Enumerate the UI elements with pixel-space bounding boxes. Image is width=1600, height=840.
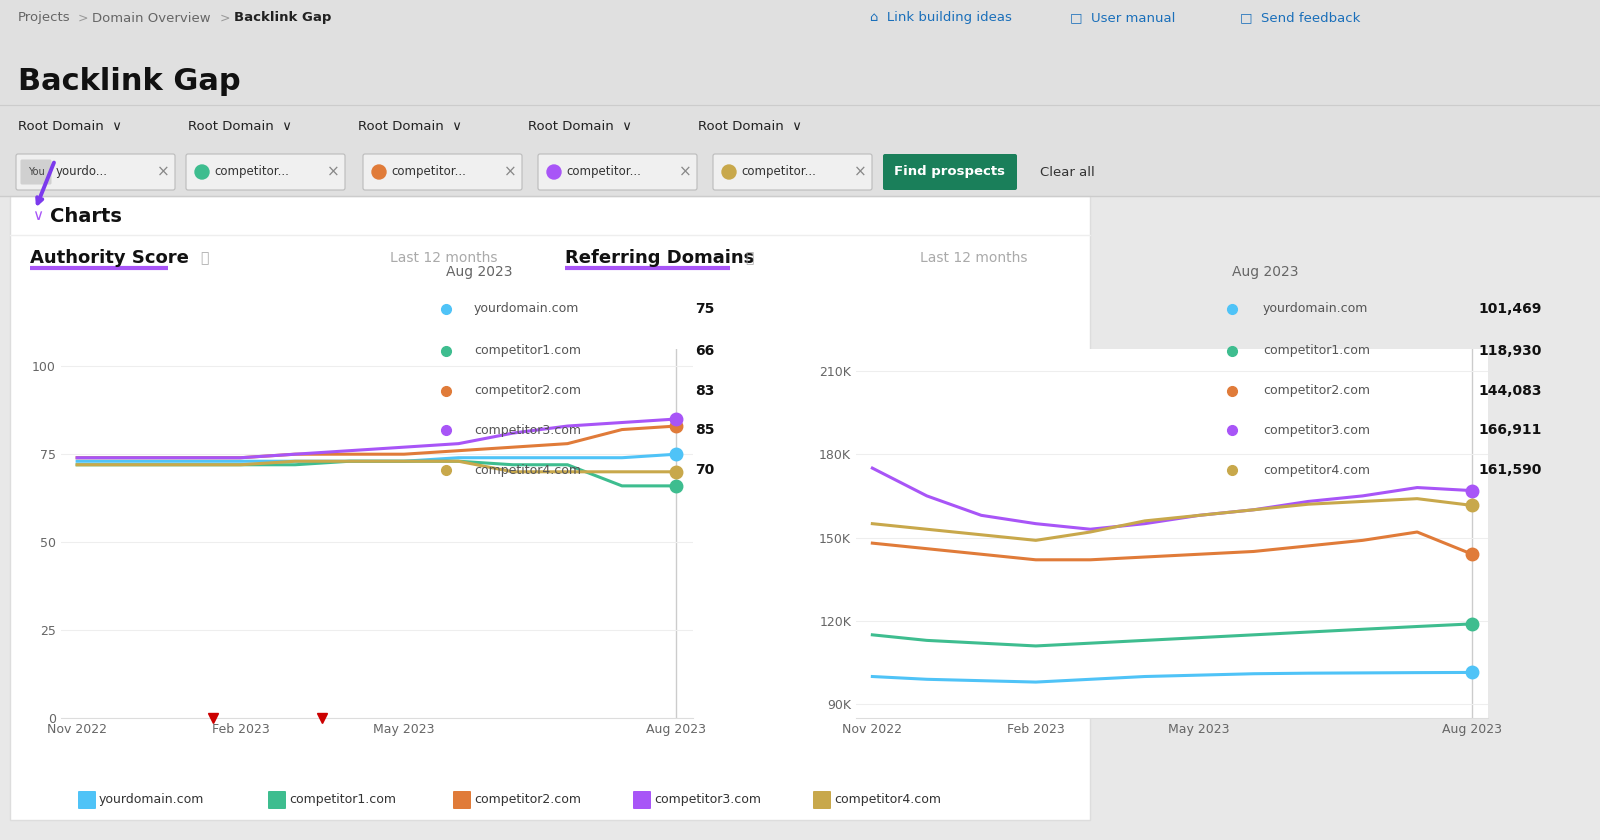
Text: competitor...: competitor... bbox=[566, 165, 642, 178]
Circle shape bbox=[195, 165, 210, 179]
Text: Root Domain  ∨: Root Domain ∨ bbox=[18, 120, 122, 134]
Text: You: You bbox=[27, 167, 45, 177]
Text: yourdomain.com: yourdomain.com bbox=[474, 302, 579, 315]
Text: ×: × bbox=[326, 165, 339, 180]
Text: 161,590: 161,590 bbox=[1478, 463, 1542, 477]
Text: Last 12 months: Last 12 months bbox=[390, 251, 498, 265]
Bar bbox=[0, 0, 1600, 57]
Text: competitor3.com: competitor3.com bbox=[1262, 424, 1370, 437]
Text: competitor4.com: competitor4.com bbox=[474, 464, 581, 476]
Text: Aug 2023: Aug 2023 bbox=[1232, 265, 1299, 279]
Text: competitor4.com: competitor4.com bbox=[834, 794, 941, 806]
Text: competitor1.com: competitor1.com bbox=[1262, 344, 1370, 358]
Circle shape bbox=[371, 165, 386, 179]
Circle shape bbox=[547, 165, 562, 179]
Text: competitor3.com: competitor3.com bbox=[474, 424, 581, 437]
FancyBboxPatch shape bbox=[813, 791, 830, 809]
FancyBboxPatch shape bbox=[883, 154, 1018, 190]
Text: 166,911: 166,911 bbox=[1478, 423, 1542, 438]
Text: competitor2.com: competitor2.com bbox=[474, 384, 581, 397]
Text: Backlink Gap: Backlink Gap bbox=[18, 67, 240, 97]
Text: >: > bbox=[221, 12, 230, 24]
Text: yourdomain.com: yourdomain.com bbox=[99, 794, 205, 806]
Text: competitor3.com: competitor3.com bbox=[654, 794, 762, 806]
FancyBboxPatch shape bbox=[16, 154, 174, 190]
Text: >: > bbox=[78, 12, 88, 24]
FancyBboxPatch shape bbox=[269, 791, 286, 809]
Text: competitor...: competitor... bbox=[741, 165, 816, 178]
Text: 75: 75 bbox=[694, 302, 714, 316]
FancyBboxPatch shape bbox=[453, 791, 470, 809]
Bar bbox=[10, 196, 1090, 820]
Text: Charts: Charts bbox=[50, 207, 122, 225]
FancyBboxPatch shape bbox=[634, 791, 651, 809]
Text: Root Domain  ∨: Root Domain ∨ bbox=[189, 120, 291, 134]
Bar bbox=[0, 105, 1600, 148]
Text: □  Send feedback: □ Send feedback bbox=[1240, 12, 1360, 24]
Text: ×: × bbox=[157, 165, 170, 180]
Text: Clear all: Clear all bbox=[1040, 165, 1094, 178]
Text: competitor2.com: competitor2.com bbox=[1262, 384, 1370, 397]
Text: ⓘ: ⓘ bbox=[746, 251, 754, 265]
Text: Domain Overview: Domain Overview bbox=[93, 12, 211, 24]
Text: 101,469: 101,469 bbox=[1478, 302, 1542, 316]
Text: Authority Score: Authority Score bbox=[30, 249, 189, 267]
Text: □  User manual: □ User manual bbox=[1070, 12, 1176, 24]
Text: Projects: Projects bbox=[18, 12, 70, 24]
Text: Root Domain  ∨: Root Domain ∨ bbox=[528, 120, 632, 134]
Text: 83: 83 bbox=[694, 384, 714, 397]
Text: Root Domain  ∨: Root Domain ∨ bbox=[358, 120, 462, 134]
Text: Root Domain  ∨: Root Domain ∨ bbox=[698, 120, 802, 134]
FancyBboxPatch shape bbox=[186, 154, 346, 190]
Text: ×: × bbox=[678, 165, 691, 180]
Text: ×: × bbox=[504, 165, 517, 180]
Bar bbox=[0, 57, 1600, 105]
Text: 85: 85 bbox=[694, 423, 714, 438]
Text: 144,083: 144,083 bbox=[1478, 384, 1542, 397]
Text: ⌂  Link building ideas: ⌂ Link building ideas bbox=[870, 12, 1011, 24]
FancyBboxPatch shape bbox=[78, 791, 96, 809]
Text: Backlink Gap: Backlink Gap bbox=[234, 12, 331, 24]
FancyBboxPatch shape bbox=[538, 154, 698, 190]
Text: yourdomain.com: yourdomain.com bbox=[1262, 302, 1368, 315]
Text: Referring Domains: Referring Domains bbox=[565, 249, 754, 267]
Text: competitor2.com: competitor2.com bbox=[474, 794, 581, 806]
Text: ⓘ: ⓘ bbox=[200, 251, 208, 265]
Text: competitor4.com: competitor4.com bbox=[1262, 464, 1370, 476]
Text: Find prospects: Find prospects bbox=[894, 165, 1005, 178]
Text: ∨: ∨ bbox=[32, 208, 43, 223]
Text: yourdo...: yourdo... bbox=[56, 165, 109, 178]
Text: 118,930: 118,930 bbox=[1478, 344, 1542, 358]
Text: competitor...: competitor... bbox=[214, 165, 290, 178]
Circle shape bbox=[722, 165, 736, 179]
Bar bbox=[0, 148, 1600, 196]
Text: Aug 2023: Aug 2023 bbox=[446, 265, 512, 279]
FancyBboxPatch shape bbox=[714, 154, 872, 190]
Text: Last 12 months: Last 12 months bbox=[920, 251, 1027, 265]
Text: 66: 66 bbox=[694, 344, 714, 358]
Text: competitor...: competitor... bbox=[390, 165, 466, 178]
Text: ×: × bbox=[854, 165, 866, 180]
Text: competitor1.com: competitor1.com bbox=[474, 344, 581, 358]
FancyBboxPatch shape bbox=[363, 154, 522, 190]
FancyBboxPatch shape bbox=[21, 160, 51, 185]
Text: competitor1.com: competitor1.com bbox=[290, 794, 397, 806]
Text: 70: 70 bbox=[694, 463, 714, 477]
